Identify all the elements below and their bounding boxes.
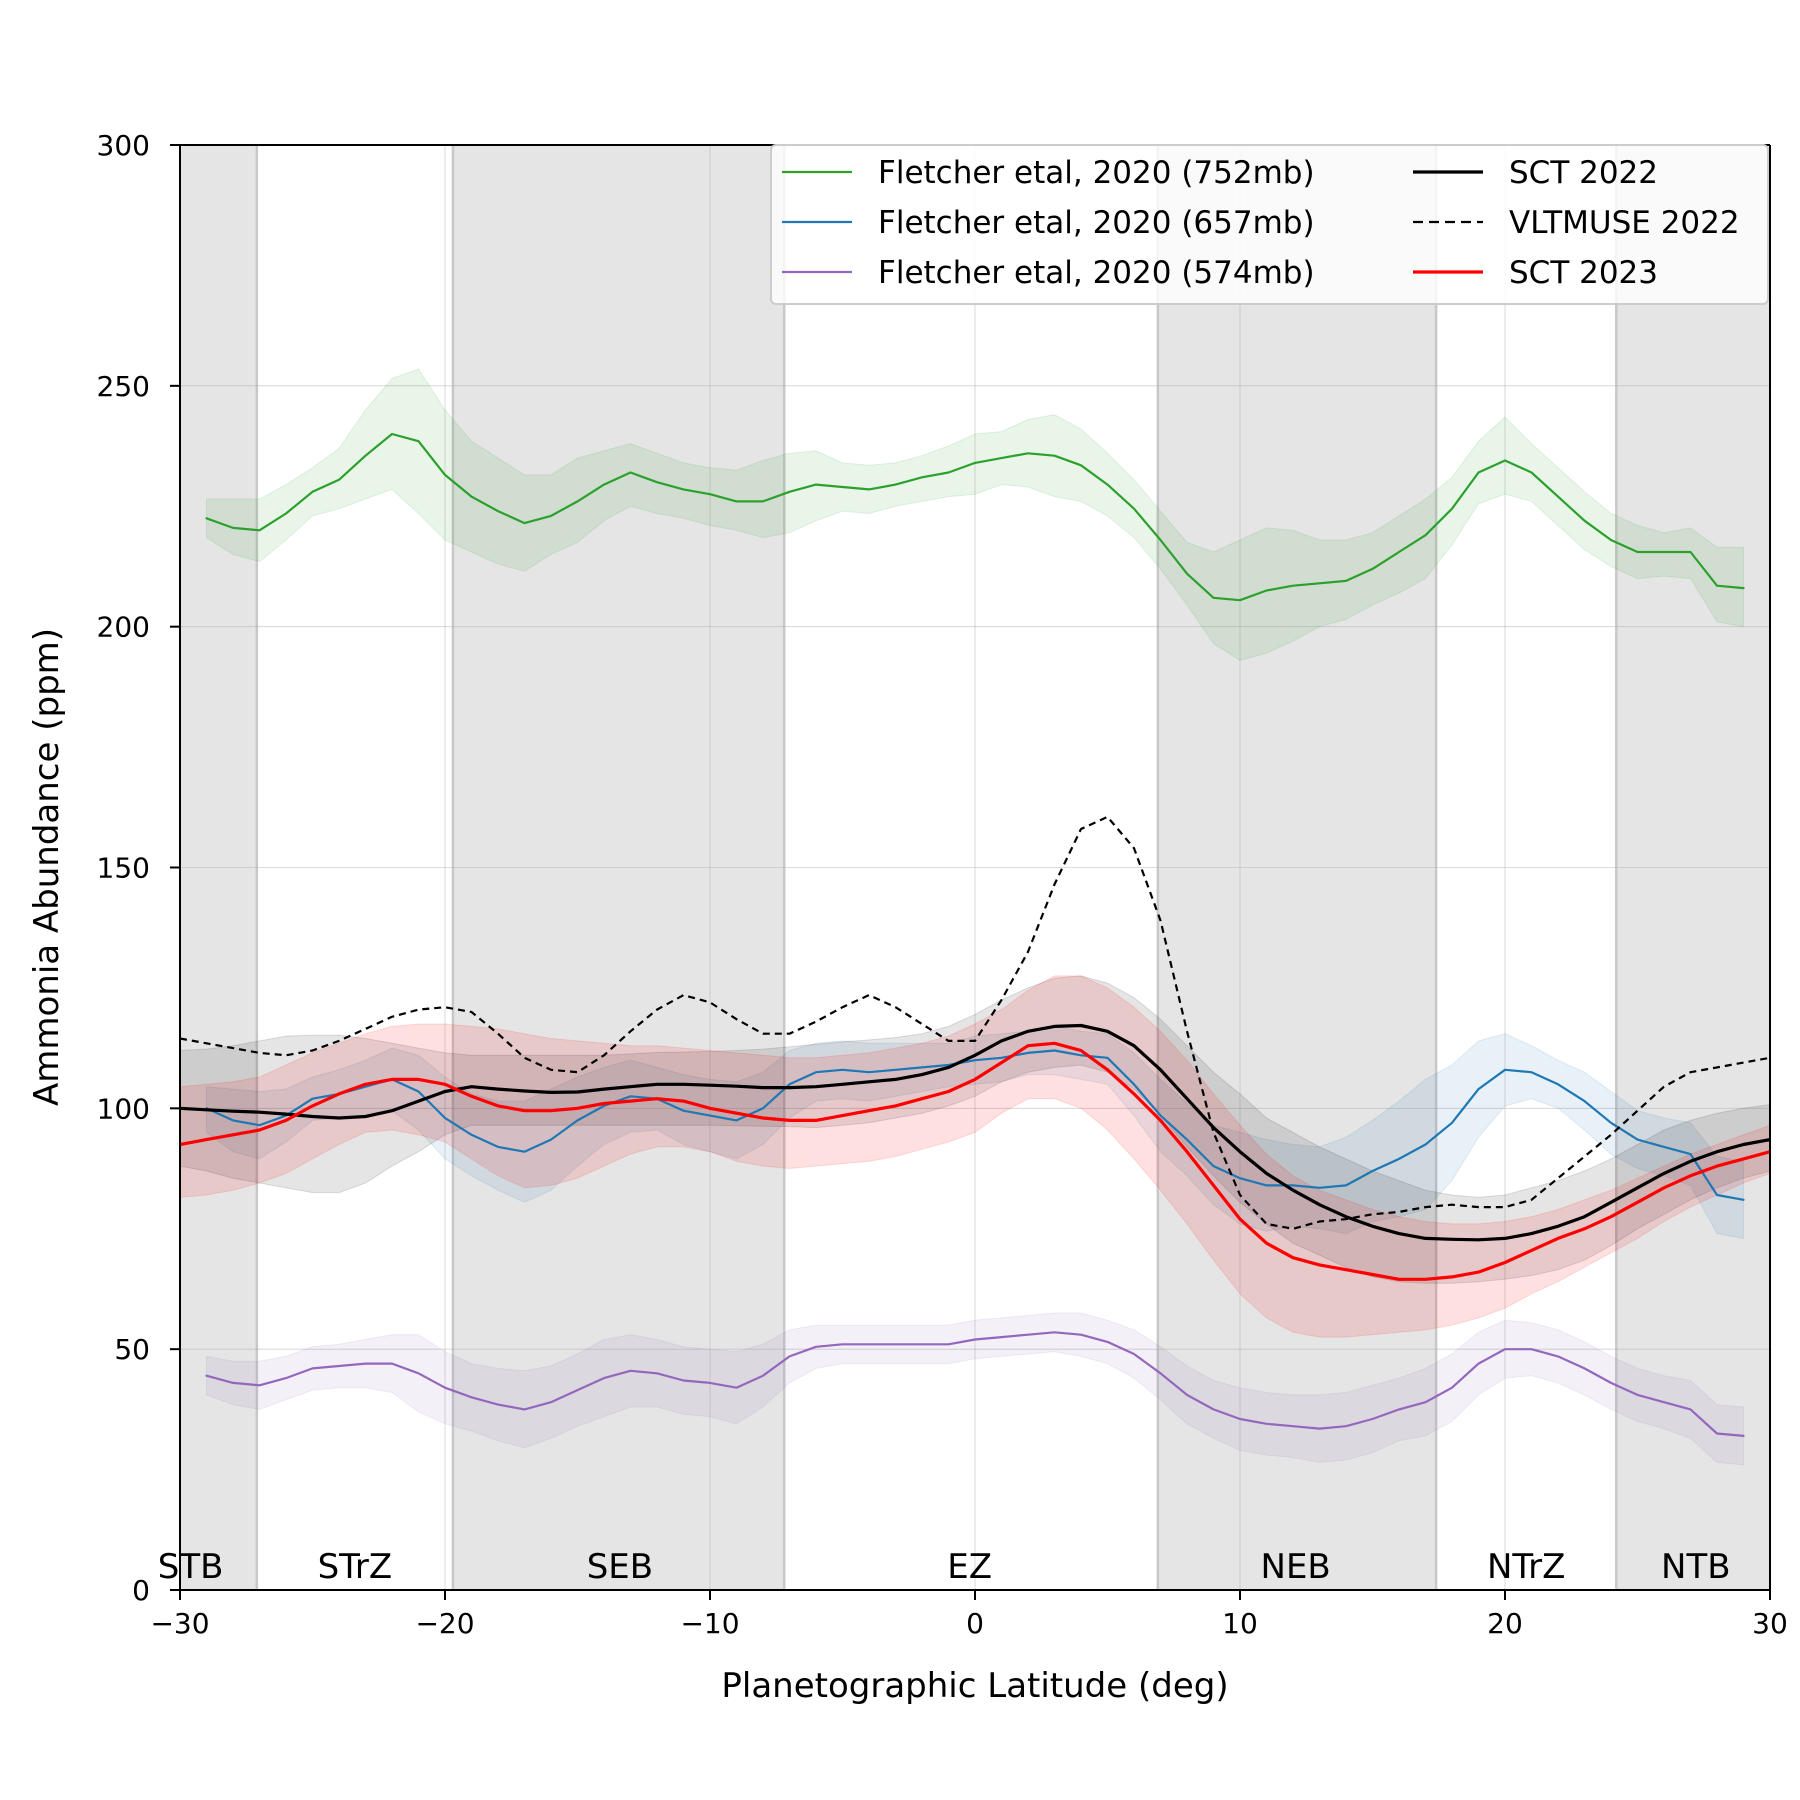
series-line-3 (180, 1023, 1770, 1242)
series-band-1 (206, 1025, 1744, 1239)
region-label-neb: NEB (1261, 1547, 1331, 1587)
x-ticks: −30 −20 −10 0 10 20 30 (150, 1590, 1788, 1640)
series-line-0 (205, 432, 1745, 602)
legend-label-4: VLTMUSE 2022 (1509, 205, 1740, 241)
region-label-ntrz: NTrZ (1487, 1547, 1565, 1587)
region-labels: STB STrZ SEB EZ NEB NTrZ NTB (158, 1547, 1731, 1587)
series-line-5 (180, 1041, 1770, 1281)
series-line-1 (205, 1049, 1745, 1201)
series-lines (180, 432, 1770, 1438)
series-band-5 (180, 975, 1770, 1338)
legend-box (770, 144, 1769, 305)
legend-label-1: Fletcher etal, 2020 (657mb) (878, 205, 1315, 241)
y-ticks: 0 50 100 150 200 250 300 (97, 129, 180, 1607)
y-tick-label: 300 (97, 129, 150, 162)
y-tick-label: 150 (97, 852, 150, 885)
legend-label-0: Fletcher etal, 2020 (752mb) (878, 155, 1315, 191)
x-tick-label: −10 (680, 1607, 739, 1640)
y-tick-label: 50 (114, 1333, 150, 1366)
y-tick-label: 100 (97, 1092, 150, 1125)
series-line-4 (180, 815, 1770, 1230)
uncertainty-bands (180, 368, 1770, 1466)
series-band-3 (180, 975, 1770, 1284)
series-line-2 (205, 1331, 1745, 1438)
region-label-seb: SEB (587, 1547, 653, 1587)
region-label-ez: EZ (947, 1547, 992, 1587)
series-band-0 (206, 368, 1744, 661)
y-tick-label: 0 (132, 1574, 150, 1607)
x-tick-label: −20 (415, 1607, 474, 1640)
series-band-2 (206, 1312, 1744, 1466)
legend-label-5: SCT 2023 (1509, 255, 1658, 291)
x-tick-label: 0 (966, 1607, 984, 1640)
region-label-stb: STB (158, 1547, 224, 1587)
legend-label-3: SCT 2022 (1509, 155, 1658, 191)
x-tick-label: 30 (1752, 1607, 1788, 1640)
legend-label-2: Fletcher etal, 2020 (574mb) (878, 255, 1315, 291)
x-axis-label: Planetographic Latitude (deg) (721, 1666, 1228, 1706)
y-tick-label: 200 (97, 611, 150, 644)
x-tick-label: 20 (1487, 1607, 1523, 1640)
x-tick-label: −30 (150, 1607, 209, 1640)
y-axis-label: Ammonia Abundance (ppm) (27, 628, 67, 1106)
region-label-strz: STrZ (318, 1547, 393, 1587)
x-tick-label: 10 (1222, 1607, 1258, 1640)
legend: Fletcher etal, 2020 (752mb) Fletcher etal… (770, 144, 1769, 305)
y-tick-label: 250 (97, 370, 150, 403)
region-label-ntb: NTB (1661, 1547, 1731, 1587)
